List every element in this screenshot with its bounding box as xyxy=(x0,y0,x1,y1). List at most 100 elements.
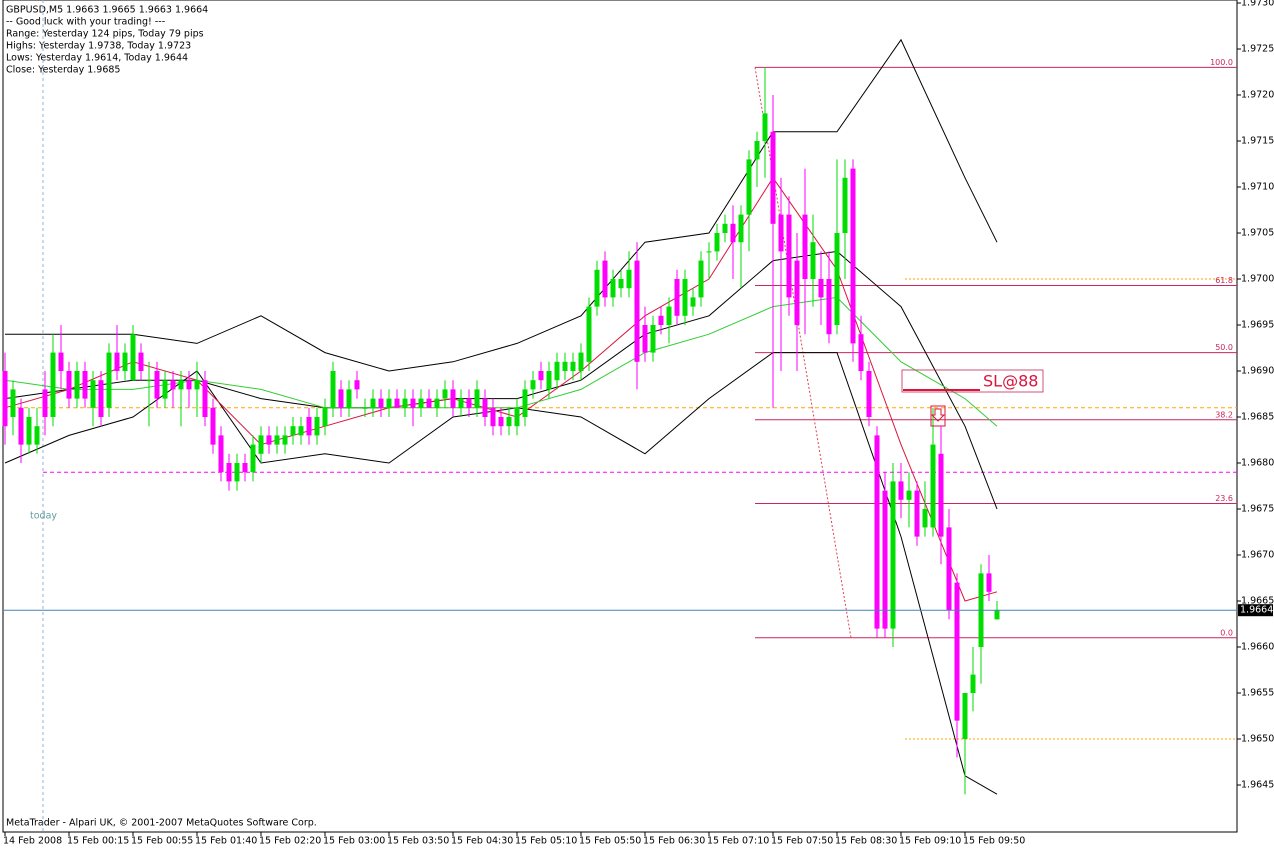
header-line: Close: Yesterday 1.9685 xyxy=(6,65,120,76)
x-tick-label: 15 Feb 02:20 xyxy=(259,836,321,847)
candle-body xyxy=(50,352,56,417)
candle-body xyxy=(90,380,96,408)
candle-body xyxy=(690,297,696,307)
candle-body xyxy=(786,214,792,298)
candle-body xyxy=(426,398,432,408)
candle-body xyxy=(322,407,328,427)
candle-body xyxy=(898,481,904,500)
candle-body xyxy=(58,352,64,371)
candle-body xyxy=(922,509,928,528)
candle-body xyxy=(170,380,176,390)
y-tick-label: 1.9705 xyxy=(1241,228,1274,239)
candle-body xyxy=(162,380,168,399)
candle-body xyxy=(858,334,864,371)
x-tick-label: 15 Feb 00:15 xyxy=(67,836,129,847)
y-tick-label: 1.9645 xyxy=(1241,780,1274,791)
plot-frame xyxy=(2,0,1238,833)
candle-body xyxy=(962,693,968,739)
last-price-box xyxy=(1238,604,1273,617)
candle-body xyxy=(746,159,752,215)
candle-body xyxy=(530,380,536,390)
candle-body xyxy=(10,389,16,417)
candle-body xyxy=(34,426,40,445)
candle-body xyxy=(658,315,664,325)
candle-body xyxy=(410,398,416,408)
candle-body xyxy=(370,398,376,408)
x-tick-label: 15 Feb 05:50 xyxy=(579,836,641,847)
candle-body xyxy=(714,233,720,252)
fib-label: 0.0 xyxy=(1220,628,1233,637)
candle-body xyxy=(354,380,360,390)
candle-body xyxy=(794,260,800,325)
y-tick-label: 1.9680 xyxy=(1241,458,1274,469)
candle-body xyxy=(834,233,840,325)
candle-body xyxy=(314,417,320,436)
candle-body xyxy=(290,426,296,436)
y-tick-label: 1.9660 xyxy=(1241,642,1274,653)
candle-body xyxy=(674,279,680,316)
x-tick-label: 15 Feb 09:50 xyxy=(963,836,1025,847)
candle-body xyxy=(514,407,520,427)
candle-body xyxy=(594,269,600,307)
candle-body xyxy=(722,223,728,233)
header: GBPUSD,M5 1.9663 1.9665 1.9663 1.9664 --… xyxy=(6,5,208,76)
header-line: Highs: Yesterday 1.9738, Today 1.9723 xyxy=(6,41,191,52)
x-tick-label: 15 Feb 04:30 xyxy=(451,836,513,847)
header-line: Range: Yesterday 124 pips, Today 79 pips xyxy=(6,29,204,40)
candle-body xyxy=(218,435,224,473)
candle-body xyxy=(402,398,408,408)
candle-body xyxy=(586,306,592,362)
candle-body xyxy=(698,260,704,298)
candle-body xyxy=(466,398,472,408)
footer: MetaTrader - Alpari UK, © 2001-2007 Meta… xyxy=(6,818,317,829)
candle-body xyxy=(642,325,648,353)
candle-body xyxy=(362,407,368,409)
fib-label: 23.6 xyxy=(1215,494,1233,503)
candle-body xyxy=(178,380,184,390)
header-line: Lows: Yesterday 1.9614, Today 1.9644 xyxy=(6,53,188,64)
x-tick-label: 15 Feb 01:40 xyxy=(195,836,257,847)
candle-body xyxy=(306,417,312,436)
candle-body xyxy=(42,389,48,417)
candle-body xyxy=(986,573,992,592)
candle-body xyxy=(618,279,624,289)
header-line: -- Good luck with your trading! --- xyxy=(6,17,165,28)
y-tick-label: 1.9715 xyxy=(1241,136,1274,147)
y-tick-label: 1.9685 xyxy=(1241,412,1274,423)
y-tick-label: 1.9665 xyxy=(1241,596,1274,607)
candle-body xyxy=(114,352,120,371)
candle-body xyxy=(778,214,784,252)
x-tick-label: 15 Feb 00:55 xyxy=(131,836,193,847)
y-tick-label: 1.9650 xyxy=(1241,734,1274,745)
header-line: GBPUSD,M5 1.9663 1.9665 1.9663 1.9664 xyxy=(6,5,208,16)
candle-body xyxy=(274,435,280,445)
x-tick-label: 15 Feb 06:30 xyxy=(643,836,705,847)
candle-body xyxy=(98,380,104,417)
candle-body xyxy=(194,380,200,390)
candle-body xyxy=(154,371,160,399)
candle-body xyxy=(490,407,496,427)
fib-label: 100.0 xyxy=(1210,58,1233,67)
candle-body xyxy=(386,398,392,408)
candle-body xyxy=(906,490,912,500)
candle-body xyxy=(578,352,584,371)
candle-body xyxy=(546,371,552,390)
candle-body xyxy=(250,444,256,473)
candle-body xyxy=(826,279,832,335)
candle-body xyxy=(954,582,960,721)
candle-body xyxy=(818,279,824,298)
today-label: today xyxy=(30,511,57,522)
candle-body xyxy=(394,398,400,408)
candle-body xyxy=(506,417,512,427)
y-tick-label: 1.9710 xyxy=(1241,182,1274,193)
candle-body xyxy=(914,490,920,537)
candle-body xyxy=(770,131,776,224)
x-tick-label: 15 Feb 03:00 xyxy=(323,836,385,847)
candle-body xyxy=(138,352,144,371)
candle-body xyxy=(946,527,952,611)
candle-body xyxy=(866,371,872,417)
y-tick-label: 1.9675 xyxy=(1241,504,1274,515)
arrow-marker xyxy=(930,405,946,427)
candle-body xyxy=(434,398,440,408)
